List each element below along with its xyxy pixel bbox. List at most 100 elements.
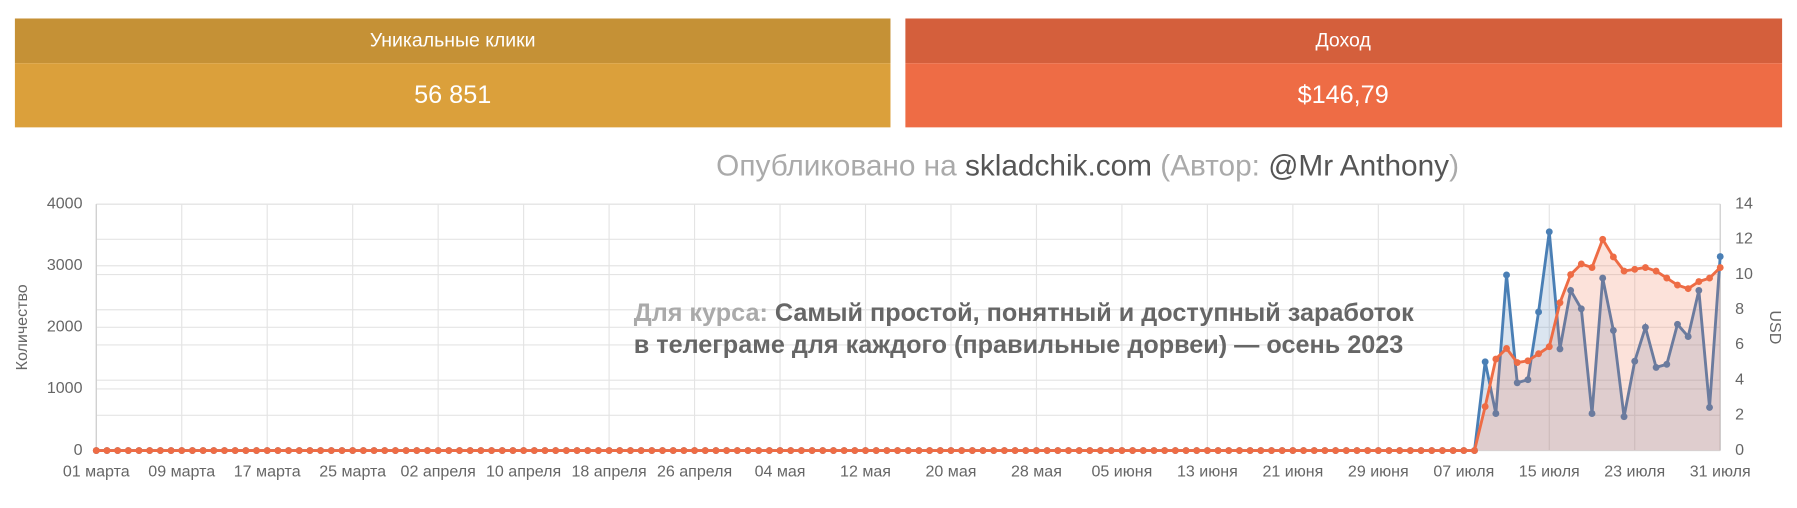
point [1310, 447, 1318, 454]
point [819, 447, 827, 454]
point [605, 447, 613, 454]
card-title: Доход [1316, 30, 1372, 52]
point [1556, 299, 1564, 307]
point [1716, 253, 1724, 260]
point [1684, 285, 1692, 293]
point [285, 447, 293, 454]
point [851, 447, 859, 454]
point [306, 447, 314, 454]
card-value: 56 851 [414, 81, 491, 109]
point [712, 447, 720, 454]
point [573, 447, 581, 454]
x-tick-label: 21 июня [1262, 463, 1323, 481]
point [958, 447, 966, 454]
point [1268, 447, 1275, 454]
point [1022, 447, 1030, 454]
point [1503, 345, 1510, 352]
point [830, 447, 837, 454]
point [1236, 447, 1243, 454]
point [231, 447, 239, 454]
point [1599, 235, 1607, 243]
point [488, 447, 496, 454]
point [1695, 286, 1703, 294]
x-tick-label: 29 июня [1348, 463, 1409, 481]
point [167, 447, 175, 454]
point [904, 447, 912, 454]
x-tick-label: 01 марта [63, 463, 130, 481]
point [1257, 447, 1265, 454]
point [627, 447, 634, 454]
point [1075, 447, 1083, 454]
point [391, 447, 399, 454]
y2-tick-label: 0 [1735, 441, 1744, 459]
area [96, 239, 1721, 451]
point [947, 447, 955, 454]
point [1406, 447, 1414, 454]
y2-tick-label: 4 [1735, 370, 1744, 388]
point [1663, 274, 1671, 282]
y2-tick-label: 2 [1735, 406, 1744, 424]
point [253, 447, 260, 454]
x-tick-label: 23 июля [1604, 463, 1665, 481]
point [498, 447, 506, 454]
point [594, 447, 602, 454]
point [1011, 447, 1019, 454]
point [1193, 447, 1201, 454]
overlay-text: Самый простой, понятный и доступный зара… [775, 299, 1414, 327]
card-header [905, 18, 1783, 64]
point [1588, 264, 1596, 271]
y2-tick-label: 12 [1735, 230, 1753, 248]
x-tick-label: 17 марта [234, 463, 301, 481]
x-tick-label: 31 июля [1690, 463, 1751, 481]
y2-tick-label: 14 [1735, 194, 1753, 212]
point [1182, 447, 1190, 454]
point [1663, 360, 1671, 368]
card-body [14, 63, 891, 128]
point [1449, 447, 1457, 454]
point [1203, 447, 1211, 454]
point [1545, 228, 1553, 236]
point [691, 447, 699, 454]
point [1706, 274, 1713, 282]
grid [95, 203, 1721, 452]
point [552, 447, 560, 454]
point [1321, 447, 1329, 454]
card-body [905, 63, 1783, 128]
point [103, 447, 111, 454]
point [648, 447, 656, 454]
point [381, 447, 389, 454]
point [178, 447, 186, 454]
point [1556, 345, 1564, 353]
point [616, 447, 624, 454]
point [1588, 410, 1596, 418]
card-header [14, 18, 891, 64]
point [1097, 447, 1104, 454]
point [1481, 358, 1489, 366]
point [156, 447, 164, 454]
point [434, 447, 442, 454]
point [1513, 359, 1521, 366]
point [1535, 308, 1543, 316]
point [1438, 447, 1446, 454]
point [562, 447, 570, 454]
x-tick-label: 09 марта [148, 463, 215, 481]
point [1043, 447, 1051, 454]
point [456, 447, 463, 454]
x-tick-label: 02 апреля [401, 463, 476, 481]
point [1599, 274, 1607, 282]
point [1385, 447, 1393, 454]
point [92, 447, 100, 454]
point [1364, 447, 1372, 454]
x-tick-label: 18 апреля [571, 463, 646, 481]
point [349, 447, 357, 454]
watermark: Опубликовано на skladchik.com (Автор: @M… [716, 149, 1459, 182]
point [1631, 265, 1639, 273]
point [1374, 447, 1382, 454]
point [936, 447, 944, 454]
point [1609, 253, 1617, 261]
point [1332, 447, 1340, 454]
overlay-line: Для курса: Самый простой, понятный и дос… [634, 299, 1414, 327]
point [862, 447, 869, 454]
point [1065, 447, 1072, 454]
